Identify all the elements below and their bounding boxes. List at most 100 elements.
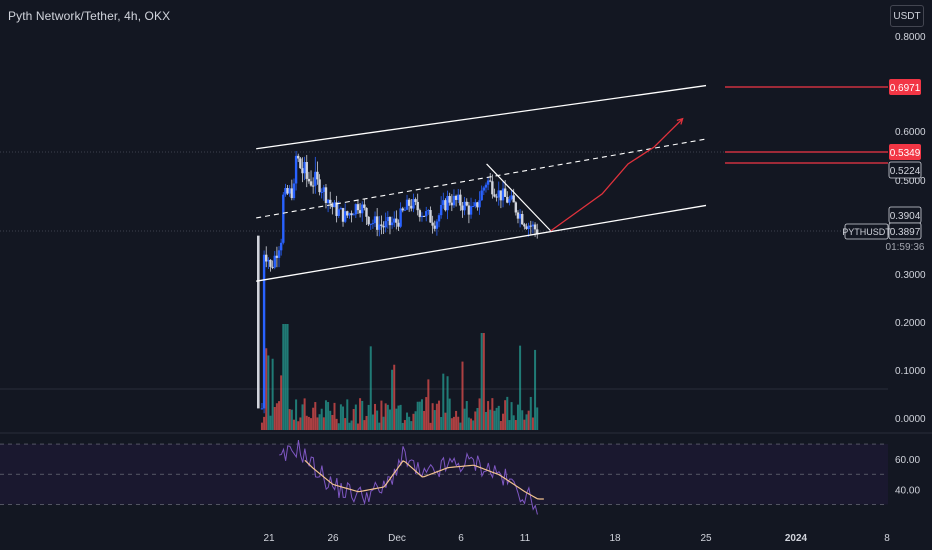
volume-bar: [273, 407, 276, 430]
volume-bar: [414, 411, 417, 430]
volume-bar: [342, 406, 345, 430]
volume-bar: [263, 416, 266, 430]
volume-bar: [446, 376, 449, 430]
volume-bar: [484, 411, 487, 430]
volume-bar: [393, 364, 396, 430]
projection-arrow-head: [676, 117, 684, 125]
candle: [303, 162, 306, 174]
volume-bar: [459, 422, 462, 430]
volume-bar: [510, 402, 513, 430]
volume-bar: [359, 398, 362, 430]
volume-bar: [278, 401, 281, 430]
candle: [435, 221, 439, 229]
volume-bar: [371, 414, 374, 430]
volume-bar: [529, 396, 532, 430]
price-label-text: 0.3904: [890, 211, 921, 222]
volume-bar: [361, 400, 364, 430]
volume-bar: [495, 407, 498, 430]
candle: [350, 213, 353, 216]
volume-bar: [365, 415, 368, 430]
channel-upper-line: [256, 84, 707, 150]
candle: [491, 181, 494, 195]
candle: [506, 196, 509, 203]
volume-bar: [369, 346, 372, 430]
candle: [305, 162, 308, 179]
volume-bar: [480, 333, 483, 430]
launch-candle: [257, 235, 260, 409]
candle: [480, 190, 483, 201]
symbol-tag-box[interactable]: [844, 223, 889, 240]
y-tick-label: 0.5000: [895, 176, 926, 187]
rsi-ma-line: [304, 459, 544, 500]
volume-bar: [310, 418, 313, 430]
volume-bar: [265, 348, 268, 430]
candle: [493, 194, 496, 197]
candle: [499, 190, 503, 201]
volume-bar: [435, 403, 438, 430]
price-label-box: [888, 161, 922, 179]
volume-bar: [282, 324, 285, 430]
volume-bar: [487, 401, 490, 430]
volume-bar: [327, 402, 330, 430]
candle: [331, 203, 334, 208]
volume-bar: [356, 423, 359, 430]
candle: [297, 155, 300, 159]
volume-bar: [299, 417, 302, 430]
volume-bar: [452, 416, 455, 430]
price-label-box: [889, 79, 921, 95]
candle: [322, 187, 326, 192]
channel-lower-line: [256, 204, 707, 282]
candle: [288, 188, 291, 194]
x-tick-label: 26: [327, 533, 339, 544]
candle: [382, 225, 385, 228]
volume-bar: [506, 396, 509, 430]
candle: [390, 222, 394, 226]
candle: [427, 210, 430, 212]
candle: [459, 194, 462, 206]
candle: [503, 188, 507, 197]
currency-button[interactable]: USDT: [890, 5, 924, 27]
candle: [365, 207, 368, 217]
volume-bar: [305, 415, 308, 430]
volume-bar: [260, 422, 263, 430]
volume-bar: [399, 404, 402, 430]
volume-bar: [442, 373, 445, 430]
volume-bar: [335, 418, 338, 430]
x-tick-label: 8: [884, 533, 890, 544]
y-tick-label: 0.0000: [895, 414, 926, 425]
volume-bar: [467, 417, 470, 430]
candle: [444, 200, 447, 211]
y-tick-label: 0.6000: [895, 127, 926, 138]
y-tick-label: 0.1000: [895, 366, 926, 377]
volume-bar: [527, 410, 530, 430]
volume-bar: [322, 417, 325, 430]
candle: [388, 216, 392, 226]
volume-bar: [307, 416, 310, 430]
candle: [267, 259, 270, 262]
volume-bar: [339, 404, 342, 430]
volume-bar: [350, 420, 353, 430]
volume-bar: [410, 421, 413, 430]
candle: [371, 223, 375, 225]
volume-bar: [465, 401, 468, 430]
volume-bar: [401, 422, 404, 430]
volume-bar: [382, 416, 385, 430]
price-label-text: 0.5349: [890, 148, 921, 159]
volume-bar: [406, 412, 409, 430]
candle: [339, 208, 343, 210]
candle: [508, 199, 511, 203]
x-tick-label: 11: [520, 533, 531, 544]
candle: [518, 213, 522, 219]
volume-bar: [403, 420, 406, 430]
volume-bar: [514, 420, 517, 430]
volume-bar: [519, 345, 522, 430]
volume-bar: [292, 419, 295, 430]
candle: [433, 225, 436, 229]
candle: [307, 178, 311, 182]
volume-bar: [489, 409, 492, 430]
volume-bar: [314, 402, 317, 430]
volume-bar: [420, 399, 423, 430]
x-tick-label: Dec: [388, 533, 406, 544]
